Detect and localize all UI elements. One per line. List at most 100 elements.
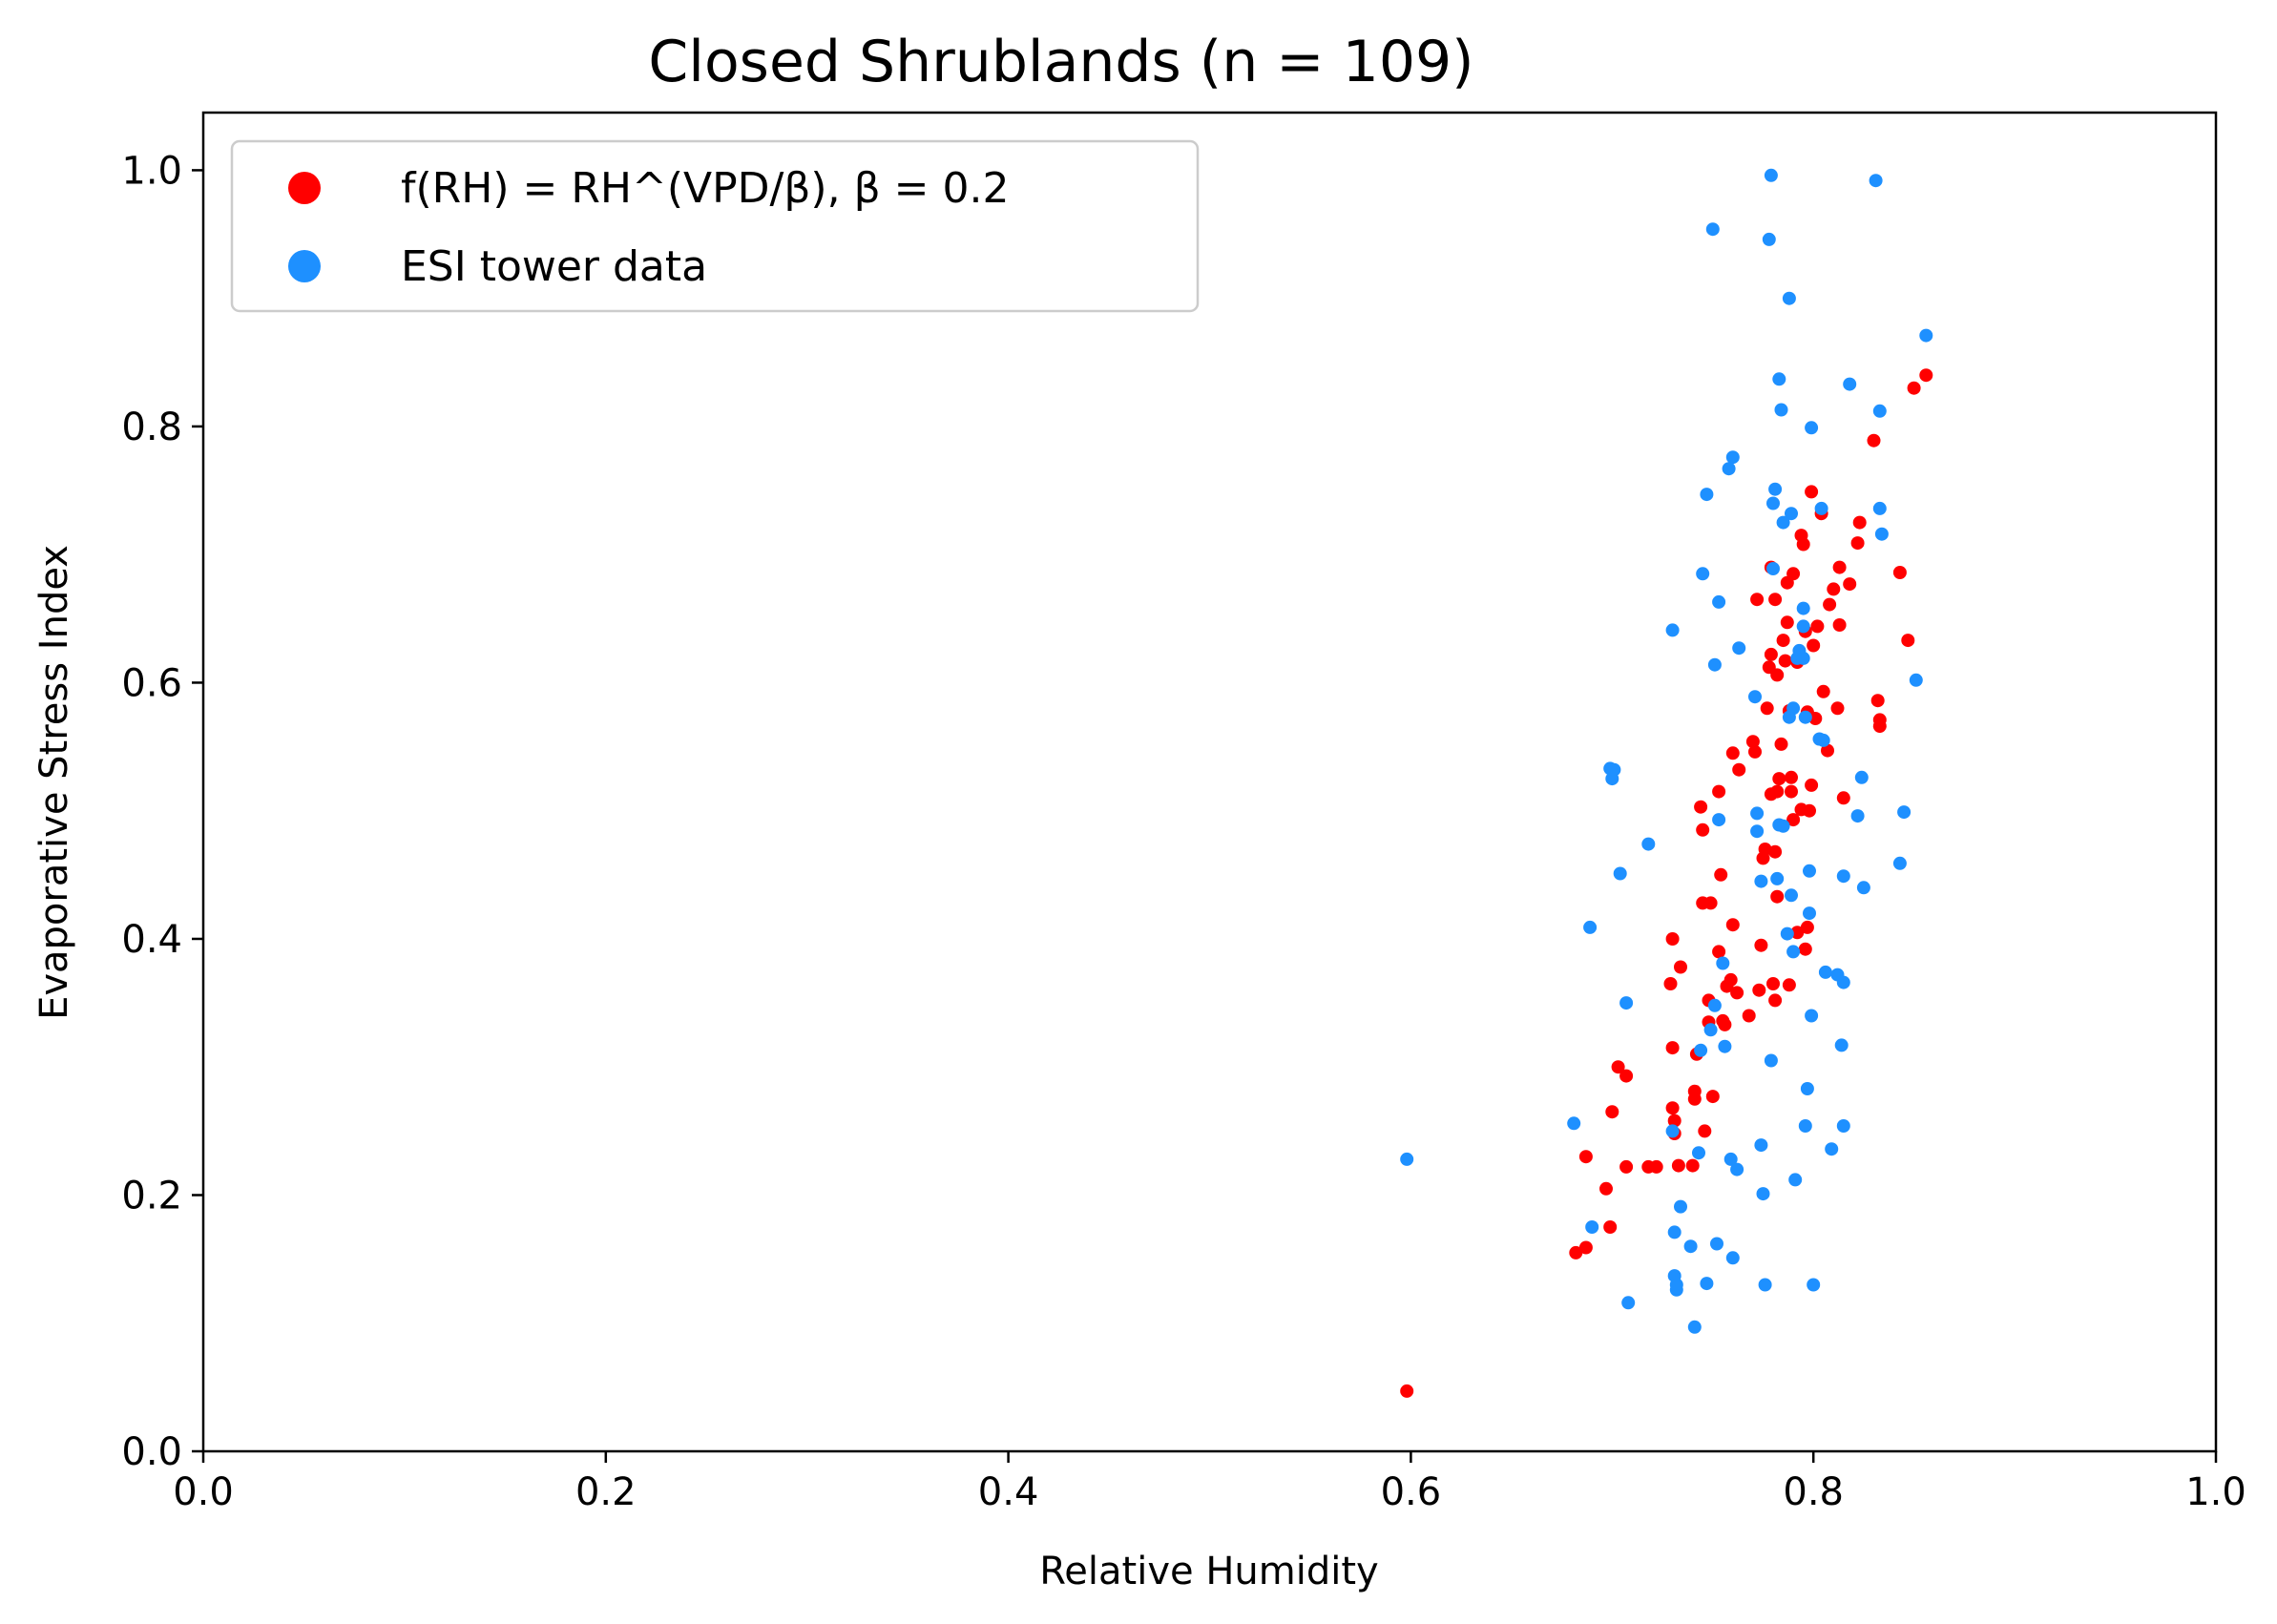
scatter-point-s1-91 <box>1850 809 1865 823</box>
scatter-point-s1-65 <box>1786 945 1801 959</box>
scatter-point-s1-33 <box>1718 1039 1732 1053</box>
scatter-point-s1-25 <box>1703 1023 1718 1037</box>
scatter-point-s0-96 <box>1832 618 1847 632</box>
scatter-point-s1-29 <box>1710 1237 1723 1251</box>
scatter-point-s0-0 <box>1400 1384 1414 1398</box>
scatter-point-s1-38 <box>1730 1162 1744 1176</box>
scatter-point-s1-82 <box>1816 733 1830 747</box>
scatter-point-s0-108 <box>1907 381 1921 395</box>
scatter-point-s1-52 <box>1768 482 1783 496</box>
scatter-point-s1-21 <box>1694 1043 1708 1057</box>
x-axis-label: Relative Humidity <box>1039 1550 1378 1593</box>
scatter-point-s0-97 <box>1832 560 1847 574</box>
scatter-point-s1-51 <box>1766 562 1780 575</box>
scatter-point-s0-22 <box>1687 1092 1702 1106</box>
scatter-point-s1-50 <box>1766 496 1780 510</box>
scatter-point-s1-75 <box>1803 864 1816 878</box>
scatter-point-s0-99 <box>1843 577 1857 592</box>
scatter-point-s1-79 <box>1807 1278 1821 1292</box>
scatter-point-s1-35 <box>1723 1152 1738 1166</box>
scatter-point-s0-93 <box>1823 597 1837 612</box>
scatter-point-s0-82 <box>1800 920 1814 934</box>
scatter-point-s0-62 <box>1770 889 1785 904</box>
scatter-point-s0-56 <box>1766 977 1780 990</box>
scatter-point-s1-54 <box>1772 372 1786 386</box>
scatter-point-s1-34 <box>1722 462 1736 476</box>
scatter-point-s0-59 <box>1768 993 1783 1008</box>
scatter-point-s0-80 <box>1798 942 1812 956</box>
scatter-point-s0-106 <box>1892 566 1907 579</box>
scatter-point-s1-41 <box>1750 806 1765 821</box>
scatter-point-s0-15 <box>1665 1101 1680 1115</box>
scatter-point-s1-36 <box>1725 450 1740 465</box>
scatter-point-s0-101 <box>1852 515 1867 530</box>
scatter-point-s0-98 <box>1836 791 1850 805</box>
y-tick-label: 0.0 <box>121 1430 182 1474</box>
legend-marker-model <box>288 172 321 204</box>
scatter-point-s0-36 <box>1718 1017 1732 1031</box>
scatter-point-s1-3 <box>1585 1220 1599 1234</box>
scatter-point-s0-86 <box>1805 778 1819 792</box>
scatter-point-s1-18 <box>1683 1239 1698 1254</box>
scatter-point-s0-13 <box>1665 1041 1680 1055</box>
scatter-point-s0-24 <box>1694 800 1708 814</box>
x-tick-label: 0.8 <box>1783 1470 1844 1514</box>
scatter-point-s1-12 <box>1665 1124 1680 1138</box>
scatter-point-s0-64 <box>1774 737 1788 751</box>
scatter-point-s1-94 <box>1869 174 1883 188</box>
scatter-point-s0-105 <box>1872 719 1887 734</box>
scatter-point-s0-30 <box>1703 896 1718 910</box>
scatter-point-s0-1 <box>1569 1245 1583 1260</box>
scatter-point-s0-26 <box>1696 822 1710 837</box>
scatter-point-s1-88 <box>1836 975 1850 989</box>
legend-box <box>230 139 1200 313</box>
scatter-point-s1-1 <box>1567 1116 1581 1131</box>
scatter-point-s0-88 <box>1808 712 1823 725</box>
scatter-point-s0-9 <box>1619 1069 1634 1083</box>
scatter-point-s1-27 <box>1707 657 1722 672</box>
y-tick-label: 0.4 <box>121 918 182 962</box>
scatter-point-s0-41 <box>1730 986 1744 1000</box>
points-layer <box>1400 168 1933 1398</box>
scatter-point-s0-69 <box>1782 978 1796 992</box>
plot-frame <box>201 111 2218 1453</box>
scatter-point-s0-53 <box>1764 647 1778 661</box>
legend: f(RH) = RH^(VPD/β), β = 0.2 ESI tower da… <box>230 139 1200 313</box>
scatter-point-s0-40 <box>1725 746 1740 760</box>
scatter-point-s1-47 <box>1762 232 1776 246</box>
scatter-point-s1-53 <box>1770 871 1785 885</box>
scatter-point-s0-72 <box>1785 784 1798 799</box>
scatter-point-s1-77 <box>1805 1009 1819 1023</box>
scatter-point-s1-69 <box>1796 601 1810 615</box>
scatter-point-s1-96 <box>1872 404 1887 418</box>
scatter-point-s1-64 <box>1786 701 1801 716</box>
scatter-point-s1-97 <box>1874 527 1889 541</box>
scatter-point-s0-66 <box>1778 654 1792 668</box>
scatter-point-s1-10 <box>1641 837 1656 851</box>
scatter-point-s0-109 <box>1919 368 1933 383</box>
scatter-point-s1-24 <box>1700 1277 1714 1291</box>
scatter-point-s0-11 <box>1649 1159 1663 1174</box>
scatter-point-s1-86 <box>1834 1038 1849 1052</box>
scatter-point-s0-39 <box>1725 918 1740 932</box>
scatter-point-s0-51 <box>1760 701 1774 716</box>
legend-label-tower: ESI tower data <box>401 242 707 291</box>
scatter-point-s1-44 <box>1754 874 1768 888</box>
scatter-point-s0-100 <box>1850 536 1865 551</box>
scatter-point-s1-92 <box>1854 770 1869 784</box>
scatter-point-s1-62 <box>1785 507 1798 521</box>
chart-title: Closed Shrublands (n = 109) <box>648 29 1473 95</box>
scatter-point-s0-92 <box>1821 743 1834 758</box>
scatter-point-s1-42 <box>1750 824 1765 839</box>
scatter-point-s0-47 <box>1752 983 1766 997</box>
scatter-point-s1-56 <box>1774 403 1788 417</box>
scatter-point-s0-5 <box>1603 1220 1618 1234</box>
scatter-point-s0-107 <box>1901 634 1915 648</box>
y-axis: 0.0 0.2 0.4 0.6 0.8 1.0 <box>121 149 203 1474</box>
scatter-point-s1-58 <box>1776 515 1790 530</box>
scatter-point-s0-19 <box>1674 960 1687 974</box>
x-tick-label: 0.6 <box>1381 1470 1442 1514</box>
scatter-point-s0-3 <box>1578 1150 1593 1164</box>
scatter-point-s1-76 <box>1803 906 1816 921</box>
